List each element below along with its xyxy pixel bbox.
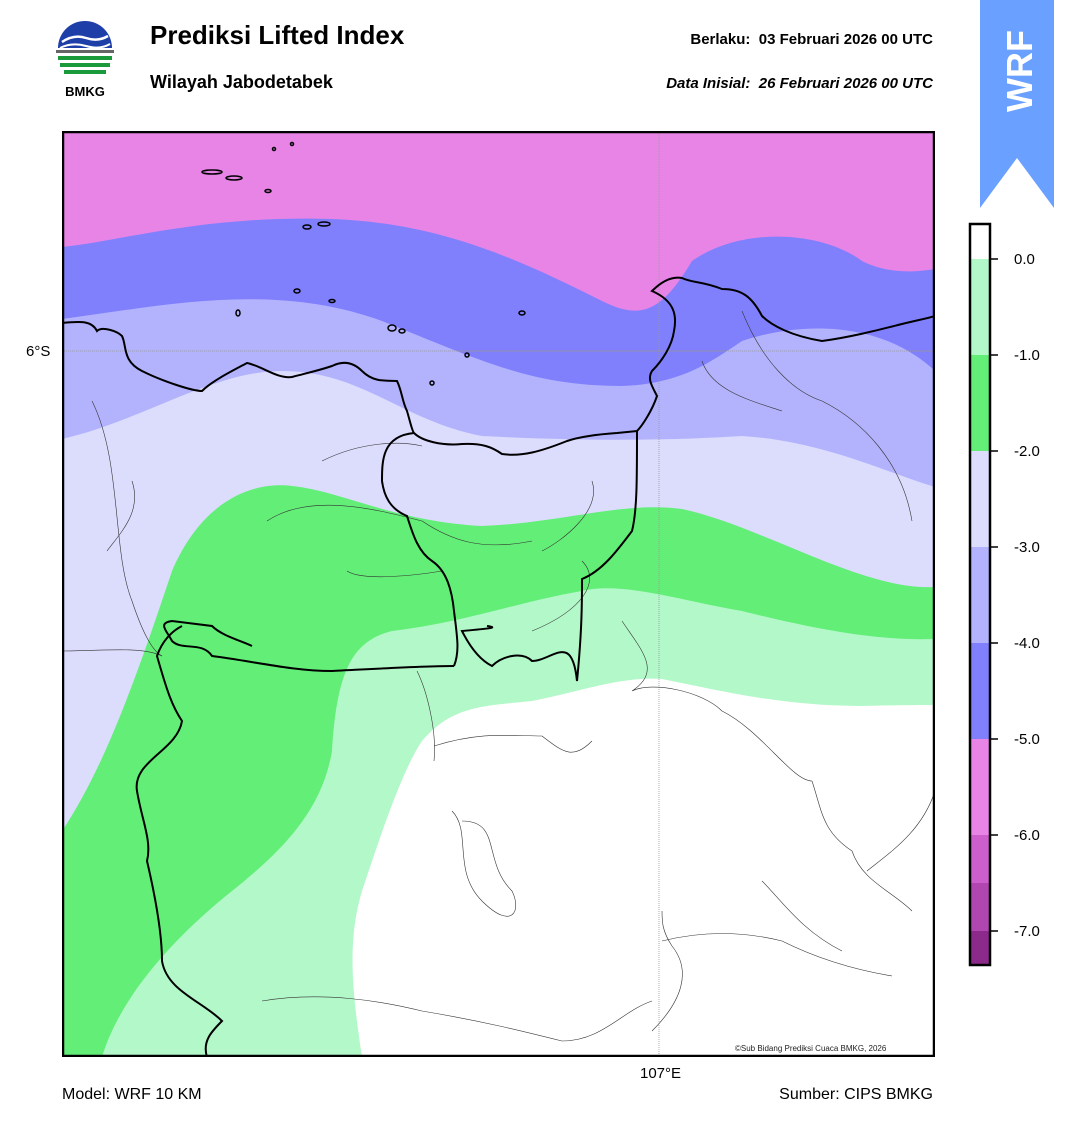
latitude-label: 6°S [26, 343, 51, 360]
colorbar-label: -2.0 [1014, 443, 1040, 460]
swatch-below-m7 [971, 931, 989, 964]
wrf-banner: WRF [980, 0, 1054, 208]
swatch-m3-to-m4 [971, 547, 989, 643]
map-title: Prediksi Lifted Index [150, 20, 405, 50]
colorbar-label: -6.0 [1014, 827, 1040, 844]
bmkg-logo-icon [52, 20, 118, 102]
swatch-m2-to-m3 [971, 451, 989, 547]
colorbar-label: -3.0 [1014, 539, 1040, 556]
swatch-m65-to-m7 [971, 883, 989, 931]
thousand-islands [201, 141, 526, 386]
band-white [352, 678, 935, 1057]
colorbar-label: -1.0 [1014, 347, 1040, 364]
copyright-text: ©Sub Bidang Prediksi Cuaca BMKG, 2026 [735, 1044, 887, 1053]
colorbar-label: -5.0 [1014, 731, 1040, 748]
province-boundaries [135, 430, 638, 1057]
logo-text: BMKG [65, 84, 105, 99]
init-label: Data Inisial: [666, 75, 751, 92]
colorbar-swatches [971, 225, 989, 964]
valid-value: 03 Februari 2026 00 UTC [758, 31, 933, 48]
swatch-0-to-m1 [971, 259, 989, 355]
colorbar-label: -4.0 [1014, 635, 1040, 652]
init-value: 26 Februari 2026 00 UTC [758, 75, 933, 92]
lifted-index-map [61, 130, 936, 1058]
swatch-m6-to-m65 [971, 835, 989, 883]
longitude-label: 107°E [640, 1065, 682, 1082]
colorbar-label: 0.0 [1014, 251, 1035, 268]
footer-source: Sumber: CIPS BMKG [779, 1086, 933, 1103]
footer-model: Model: WRF 10 KM [62, 1086, 202, 1103]
init-time: Data Inisial: 26 Februari 2026 00 UTC [666, 75, 933, 92]
colorbar: 0.0 -1.0 -2.0 -3.0 -4.0 -5.0 -6.0 -7.0 [968, 222, 1068, 968]
swatch-above-0 [971, 225, 989, 259]
regency-boundaries [62, 310, 935, 1042]
java-coastline [62, 276, 935, 456]
wrf-banner-text: WRF [999, 30, 1040, 112]
valid-label: Berlaku: [690, 31, 751, 48]
valid-time: Berlaku: 03 Februari 2026 00 UTC [690, 31, 933, 48]
colorbar-label: -7.0 [1014, 923, 1040, 940]
map-subtitle: Wilayah Jabodetabek [150, 72, 333, 92]
swatch-m5-to-m6 [971, 739, 989, 835]
swatch-m4-to-m5 [971, 643, 989, 739]
swatch-m1-to-m2 [971, 355, 989, 451]
